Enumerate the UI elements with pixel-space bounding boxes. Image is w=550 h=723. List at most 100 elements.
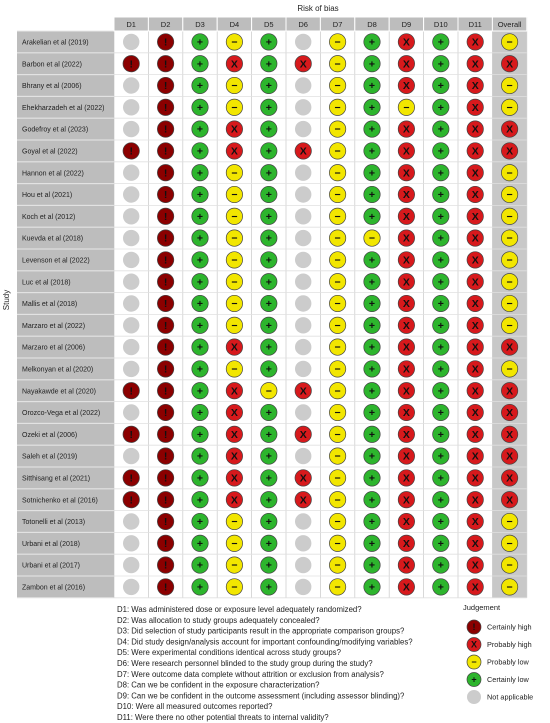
judgement-symbol: −	[335, 80, 341, 92]
judgement-marker-pl	[225, 316, 243, 334]
judgement-marker-ph	[397, 447, 415, 465]
study-label-cell	[17, 75, 114, 96]
judgement-marker-pl	[225, 76, 243, 95]
judgement-symbol: −	[335, 429, 341, 441]
judgement-symbol: −	[507, 276, 513, 288]
judgement-marker-pl	[329, 556, 347, 574]
judgement-marker-na	[123, 447, 140, 465]
judgement-symbol: +	[266, 211, 272, 223]
judgement-symbol: +	[369, 102, 375, 114]
judgement-symbol: −	[507, 80, 513, 92]
judgement-marker-ph	[294, 491, 312, 509]
judgement-symbol: +	[438, 37, 444, 49]
judgement-marker-pl	[329, 185, 347, 204]
judgement-symbol: +	[438, 582, 444, 594]
judgement-symbol: +	[438, 451, 444, 463]
judgement-marker-ph	[501, 447, 519, 465]
judgement-symbol: −	[335, 276, 341, 288]
judgement-marker-ph	[466, 556, 484, 574]
judgement-marker-ph	[501, 469, 519, 487]
judgement-marker-pl	[501, 164, 519, 182]
column-header-d2: D2	[161, 20, 171, 29]
domain-note: D8: Can we be confident in the exposure …	[117, 681, 320, 690]
judgement-marker-pl	[329, 98, 347, 116]
judgement-symbol: +	[438, 102, 444, 114]
domain-note: D11: Were there no other potential threa…	[117, 713, 329, 722]
judgement-marker-ph	[397, 76, 415, 95]
study-label: Luc et al (2018)	[22, 279, 71, 286]
study-label: Totonelli et al (2013)	[22, 519, 85, 526]
study-label: Marzaro et al (2006)	[22, 345, 85, 352]
judgement-symbol: X	[506, 494, 513, 506]
column-header-cell	[491, 16, 528, 32]
judgement-marker-ph	[466, 207, 484, 225]
judgement-marker-ph	[501, 120, 519, 138]
judgement-symbol: +	[266, 320, 272, 332]
judgement-marker-ph	[225, 142, 243, 160]
judgement-marker-ph	[397, 251, 415, 269]
study-label: Hou et al (2021)	[22, 192, 72, 199]
judgement-symbol: +	[369, 407, 375, 419]
judgement-symbol: −	[335, 124, 341, 136]
judgement-marker-cl	[363, 98, 381, 116]
judgement-marker-ph	[225, 425, 243, 443]
judgement-symbol: +	[266, 364, 272, 376]
judgement-marker-pl	[501, 316, 519, 334]
study-label-cell	[17, 314, 114, 336]
judgement-marker-cl	[260, 534, 278, 552]
judgement-symbol: −	[507, 320, 513, 332]
judgement-marker-cl	[363, 164, 381, 182]
judgement-symbol: −	[335, 473, 341, 485]
judgement-symbol: −	[335, 102, 341, 114]
judgement-marker-pl	[329, 76, 347, 95]
judgement-marker-pl	[501, 360, 519, 378]
judgement-marker-ph	[466, 491, 484, 509]
legend-title: Judgement	[463, 603, 501, 612]
judgement-symbol: −	[231, 538, 237, 550]
judgement-symbol: X	[403, 124, 410, 136]
judgement-symbol: X	[472, 167, 479, 179]
judgement-marker-pl	[329, 33, 347, 51]
judgement-symbol: !	[164, 451, 168, 463]
study-label: Godefroy et al (2023)	[22, 127, 88, 134]
judgement-symbol: +	[369, 538, 375, 550]
domain-note: D2: Was allocation to study groups adequ…	[117, 616, 320, 625]
judgement-marker-pl	[225, 534, 243, 552]
judgement-symbol: +	[369, 320, 375, 332]
judgement-marker-cl	[260, 229, 278, 247]
judgement-symbol: X	[403, 429, 410, 441]
judgement-symbol: X	[472, 255, 479, 267]
judgement-symbol: −	[507, 298, 513, 310]
judgement-marker-cl	[191, 33, 209, 51]
judgement-symbol: !	[164, 124, 168, 136]
judgement-marker-cl	[260, 491, 278, 509]
legend-label-ph: Probably high	[487, 640, 532, 649]
judgement-symbol: −	[335, 211, 341, 223]
judgement-marker-na	[123, 33, 140, 51]
judgement-symbol: +	[369, 211, 375, 223]
judgement-marker-pl	[363, 229, 381, 247]
judgement-marker-cl	[191, 164, 209, 182]
judgement-symbol: −	[231, 102, 237, 114]
judgement-symbol: −	[335, 407, 341, 419]
column-header-d11: D11	[469, 20, 482, 29]
judgement-symbol: −	[335, 167, 341, 179]
judgement-marker-na	[295, 120, 312, 138]
judgement-marker-na	[295, 186, 312, 203]
judgement-marker-pl	[329, 251, 347, 269]
judgement-marker-na	[123, 164, 140, 181]
judgement-symbol: −	[507, 167, 513, 179]
judgement-marker-ph	[397, 512, 415, 531]
judgement-symbol: X	[403, 276, 410, 288]
study-label-cell	[17, 467, 114, 489]
judgement-marker-na	[123, 338, 140, 356]
judgement-symbol: X	[403, 516, 410, 528]
judgement-marker-cl	[260, 403, 278, 422]
judgement-marker-ch	[157, 360, 175, 378]
judgement-marker-cl	[191, 512, 209, 531]
judgement-marker-na	[295, 295, 312, 312]
judgement-marker-cl	[432, 534, 450, 552]
judgement-symbol: +	[266, 407, 272, 419]
judgement-symbol: +	[438, 494, 444, 506]
study-label: Levenson et al (2022)	[22, 258, 90, 265]
